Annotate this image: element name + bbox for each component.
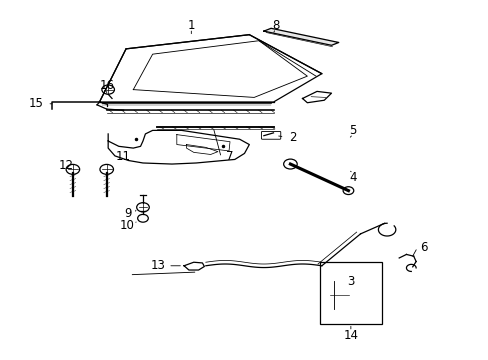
Bar [319,261,381,324]
Text: 12: 12 [59,159,74,172]
Text: 3: 3 [346,275,354,288]
Text: 4: 4 [349,171,356,184]
Text: 16: 16 [99,78,114,91]
Text: 2: 2 [288,131,296,144]
Text: 1: 1 [187,19,195,32]
Text: 14: 14 [343,329,358,342]
Text: 7: 7 [226,150,233,163]
Text: 6: 6 [420,241,427,254]
Polygon shape [264,28,338,45]
Text: 5: 5 [349,124,356,137]
FancyBboxPatch shape [261,131,280,139]
Text: 8: 8 [272,19,279,32]
Text: 10: 10 [120,219,135,232]
Text: 9: 9 [123,207,131,220]
Text: 11: 11 [115,150,130,163]
Text: 15: 15 [28,97,43,110]
Text: 13: 13 [151,259,165,272]
